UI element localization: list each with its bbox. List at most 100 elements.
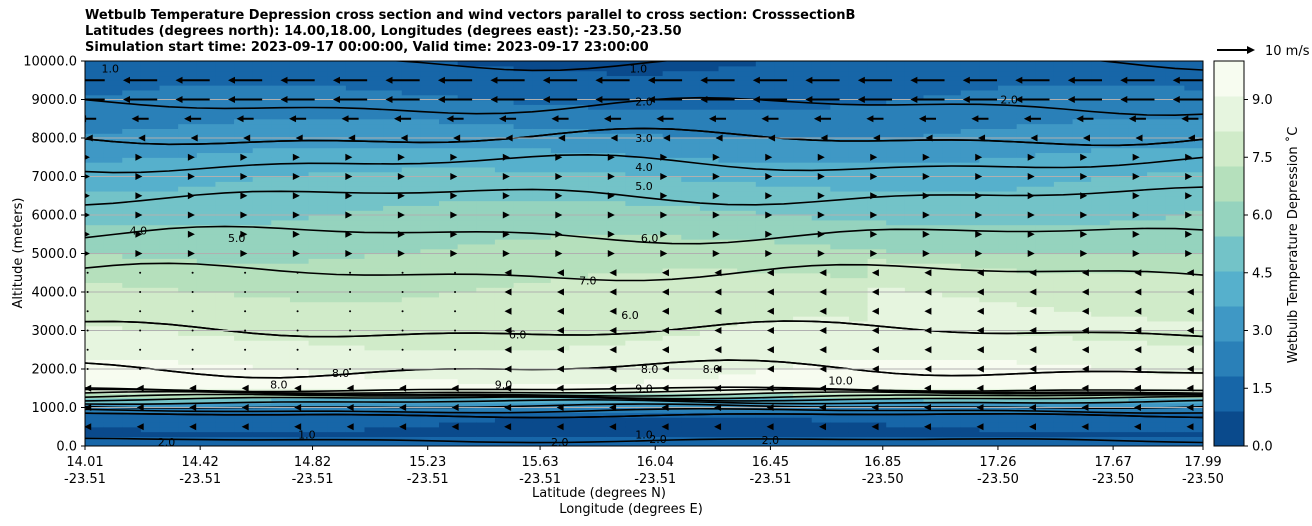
field-cell bbox=[662, 243, 682, 250]
field-cell bbox=[699, 258, 720, 264]
field-cell bbox=[1035, 190, 1055, 197]
field-cell bbox=[308, 109, 328, 115]
field-cell bbox=[85, 354, 105, 360]
field-cell bbox=[1147, 109, 1167, 115]
field-cell bbox=[942, 282, 962, 288]
wind-vector bbox=[714, 404, 722, 411]
field-cell bbox=[681, 267, 701, 274]
field-cell bbox=[215, 397, 235, 404]
wind-vector bbox=[191, 310, 194, 313]
field-cell bbox=[998, 210, 1018, 216]
field-cell bbox=[85, 311, 105, 317]
field-cell bbox=[1147, 306, 1167, 312]
field-cell bbox=[327, 89, 347, 96]
field-cell bbox=[662, 171, 682, 178]
field-cell bbox=[1091, 171, 1111, 178]
field-cell bbox=[196, 70, 217, 77]
field-cell bbox=[662, 80, 682, 86]
field-cell bbox=[681, 311, 701, 317]
field-cell bbox=[1016, 296, 1036, 303]
field-cell bbox=[439, 147, 459, 154]
field-cell bbox=[215, 171, 235, 178]
field-cell bbox=[252, 171, 272, 178]
field-cell bbox=[327, 407, 347, 413]
field-cell bbox=[122, 138, 142, 144]
field-cell bbox=[1091, 205, 1111, 211]
field-cell bbox=[532, 219, 552, 226]
wind-vector bbox=[1134, 365, 1142, 373]
field-cell bbox=[1053, 258, 1074, 264]
field-cell bbox=[252, 200, 272, 206]
field-cell bbox=[1053, 128, 1074, 134]
field-cell bbox=[1072, 234, 1092, 240]
field-cell bbox=[886, 344, 906, 351]
wind-vector bbox=[556, 423, 564, 431]
field-cell bbox=[1165, 417, 1185, 423]
field-cell bbox=[252, 383, 272, 389]
field-cell bbox=[345, 402, 366, 409]
field-cell bbox=[122, 369, 142, 375]
field-cell bbox=[383, 123, 403, 129]
field-cell bbox=[644, 436, 664, 442]
field-cell bbox=[718, 70, 738, 77]
field-cell bbox=[494, 94, 515, 101]
field-cell bbox=[476, 109, 496, 115]
field-cell bbox=[457, 75, 477, 81]
field-cell bbox=[960, 243, 980, 250]
field-cell bbox=[289, 75, 310, 81]
field-cell bbox=[811, 61, 831, 67]
field-cell bbox=[476, 248, 496, 255]
field-cell bbox=[271, 393, 291, 399]
field-cell bbox=[1035, 263, 1055, 269]
field-cell bbox=[308, 200, 328, 206]
field-cell bbox=[85, 99, 105, 105]
wind-vector bbox=[294, 404, 302, 411]
field-cell bbox=[159, 85, 179, 91]
field-cell bbox=[588, 263, 608, 269]
field-cell bbox=[867, 243, 887, 250]
field-cell bbox=[718, 316, 738, 322]
field-cell bbox=[644, 181, 664, 187]
field-cell bbox=[904, 133, 925, 139]
field-cell bbox=[681, 99, 701, 105]
field-cell bbox=[644, 104, 664, 110]
field-cell bbox=[960, 104, 980, 110]
field-cell bbox=[85, 301, 105, 308]
field-cell bbox=[327, 282, 347, 288]
field-cell bbox=[569, 431, 589, 437]
field-cell bbox=[942, 176, 962, 182]
field-cell bbox=[457, 325, 477, 332]
field-cell bbox=[942, 340, 962, 346]
field-cell bbox=[588, 272, 608, 279]
field-cell bbox=[811, 147, 831, 154]
field-cell bbox=[178, 243, 198, 250]
field-cell bbox=[234, 166, 254, 173]
field-cell bbox=[196, 181, 217, 187]
field-cell bbox=[923, 277, 943, 283]
field-cell bbox=[625, 349, 645, 356]
field-cell bbox=[140, 441, 161, 446]
field-cell bbox=[848, 253, 869, 259]
field-cell bbox=[942, 128, 962, 134]
field-cell bbox=[1053, 70, 1074, 77]
field-cell bbox=[886, 75, 906, 81]
field-cell bbox=[681, 301, 701, 308]
field-cell bbox=[942, 142, 962, 149]
field-cell bbox=[383, 388, 403, 394]
field-cell bbox=[718, 109, 738, 115]
wind-vector bbox=[1186, 307, 1194, 315]
field-cell bbox=[122, 311, 142, 317]
field-cell bbox=[122, 99, 142, 105]
field-cell bbox=[755, 99, 776, 105]
field-cell bbox=[718, 85, 738, 91]
field-cell bbox=[476, 113, 496, 120]
field-cell bbox=[774, 94, 794, 101]
field-cell bbox=[513, 75, 533, 81]
wind-vector bbox=[454, 348, 457, 351]
field-cell bbox=[1072, 147, 1092, 154]
field-cell bbox=[625, 344, 645, 351]
field-cell bbox=[644, 349, 664, 356]
field-cell bbox=[140, 354, 161, 360]
field-cell bbox=[979, 200, 999, 206]
field-cell bbox=[681, 109, 701, 115]
